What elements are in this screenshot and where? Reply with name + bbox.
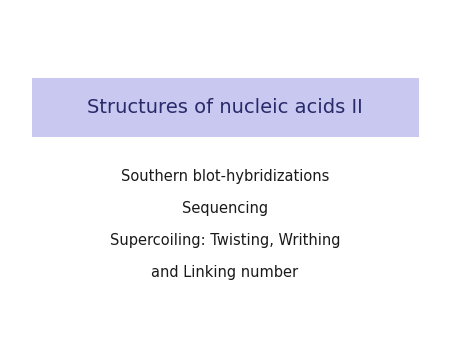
Text: and Linking number: and Linking number xyxy=(152,265,298,280)
Text: Sequencing: Sequencing xyxy=(182,201,268,216)
Text: Supercoiling: Twisting, Writhing: Supercoiling: Twisting, Writhing xyxy=(110,233,340,248)
Text: Structures of nucleic acids II: Structures of nucleic acids II xyxy=(87,98,363,117)
Text: Southern blot-hybridizations: Southern blot-hybridizations xyxy=(121,169,329,184)
FancyBboxPatch shape xyxy=(32,78,419,137)
